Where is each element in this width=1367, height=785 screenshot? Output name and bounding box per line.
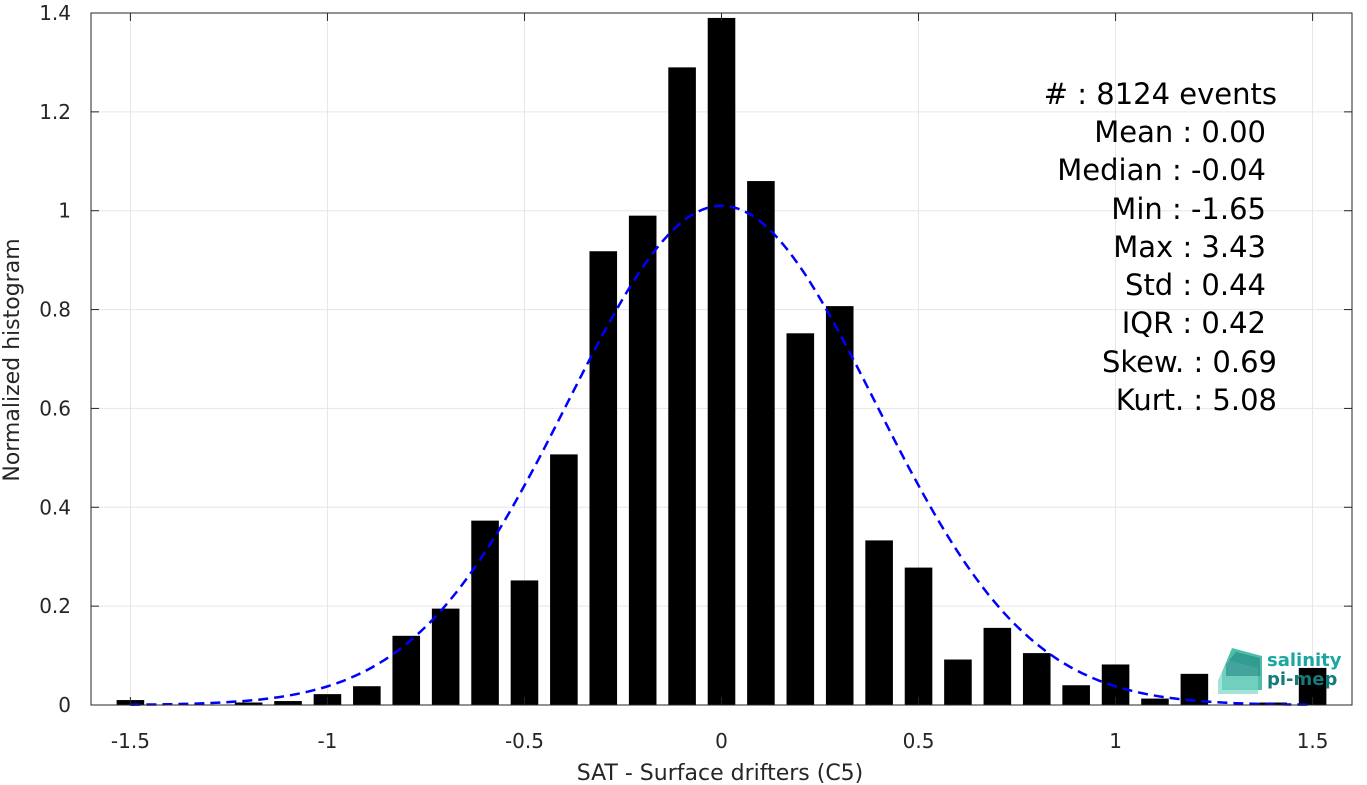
histogram-bar-23 (1022, 653, 1051, 705)
x-tick-label-3: 0 (715, 729, 728, 753)
histogram-bar-21 (944, 659, 972, 705)
histogram-bar-11 (550, 454, 578, 705)
histogram-bar-18 (825, 306, 854, 705)
histogram-bar-15 (707, 17, 736, 705)
histogram-bar-14 (668, 67, 696, 705)
stats-line-mean: Mean : 0.00 (1094, 115, 1266, 149)
histogram-bar-9 (471, 520, 499, 705)
stats-box: # : 8124 events Mean : 0.00 Median : -0.… (1044, 77, 1277, 417)
stats-line-min: Min : -1.65 (1111, 192, 1266, 226)
y-tick-label-7: 1.4 (39, 1, 71, 25)
histogram-bar-20 (904, 567, 933, 705)
y-tick-label-6: 1.2 (39, 100, 71, 124)
stats-line-std: Std : 0.44 (1125, 268, 1266, 302)
x-tick-label-1: -1 (317, 729, 337, 753)
logo-mark-icon (1218, 648, 1262, 694)
x-tick-label-5: 1 (1109, 729, 1122, 753)
x-tick-label-0: -1.5 (111, 729, 150, 753)
histogram-bar-4 (274, 701, 302, 705)
salinity-pi-mep-logo: salinity pi-mep (1218, 648, 1342, 694)
y-tick-label-1: 0.2 (39, 594, 71, 618)
histogram-bar-16 (747, 181, 775, 706)
stats-line-max: Max : 3.43 (1113, 230, 1266, 264)
histogram-bar-17 (786, 333, 815, 705)
normal-fit-curve (130, 204, 1313, 706)
histogram-bar-24 (1062, 685, 1090, 705)
histogram-bar-22 (983, 627, 1012, 705)
y-axis-label: Normalized histogram (0, 238, 25, 481)
stats-line-skew: Skew. : 0.69 (1102, 345, 1277, 379)
stats-line-kurt: Kurt. : 5.08 (1116, 383, 1277, 417)
x-tick-label-6: 1.5 (1297, 729, 1329, 753)
histogram-bars (116, 17, 1327, 706)
x-tick-label-4: 0.5 (903, 729, 935, 753)
histogram-bar-10 (510, 580, 539, 705)
x-axis-label: SAT - Surface drifters (C5) (577, 761, 864, 785)
y-tick-label-2: 0.4 (39, 495, 71, 519)
histogram-bar-8 (431, 608, 460, 705)
histogram-bar-7 (392, 635, 421, 705)
histogram-bar-3 (234, 702, 263, 705)
y-tick-label-0: 0 (58, 693, 71, 717)
histogram-bar-13 (628, 215, 657, 705)
y-axis-ticks: 0 0.2 0.4 0.6 0.8 1 1.2 1.4 (39, 1, 1352, 717)
histogram-bar-19 (865, 540, 893, 705)
stats-line-median: Median : -0.04 (1057, 153, 1266, 187)
histogram-bar-6 (353, 686, 381, 705)
logo-line-2: pi-mep (1267, 669, 1337, 690)
histogram-bar-26 (1141, 698, 1169, 705)
y-tick-label-4: 0.8 (39, 298, 71, 322)
logo-line-1: salinity (1267, 650, 1342, 671)
histogram-bar-12 (589, 251, 618, 705)
y-tick-label-3: 0.6 (39, 396, 71, 420)
x-axis-ticks: -1.5 -1 -0.5 0 0.5 1 1.5 (111, 13, 1329, 753)
y-tick-label-5: 1 (58, 199, 71, 223)
x-tick-label-2: -0.5 (505, 729, 544, 753)
stats-line-count: # : 8124 events (1044, 77, 1277, 111)
stats-line-iqr: IQR : 0.42 (1122, 306, 1266, 340)
